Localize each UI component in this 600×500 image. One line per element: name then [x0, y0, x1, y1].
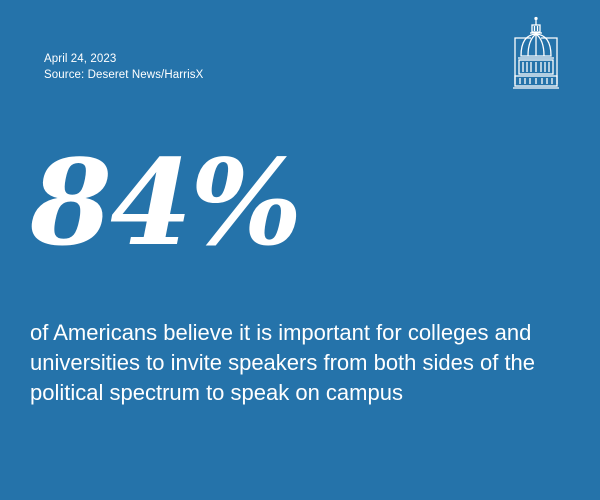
statement-text: of Americans believe it is important for… [30, 320, 536, 405]
source-label: Source: Deseret News/HarrisX [44, 69, 204, 81]
date-label: April 24, 2023 [44, 53, 117, 65]
meta-info: April 24, 2023 Source: Deseret News/Harr… [44, 51, 203, 83]
capitol-dome-icon [513, 16, 559, 89]
headline-stat: 84% [30, 133, 302, 272]
